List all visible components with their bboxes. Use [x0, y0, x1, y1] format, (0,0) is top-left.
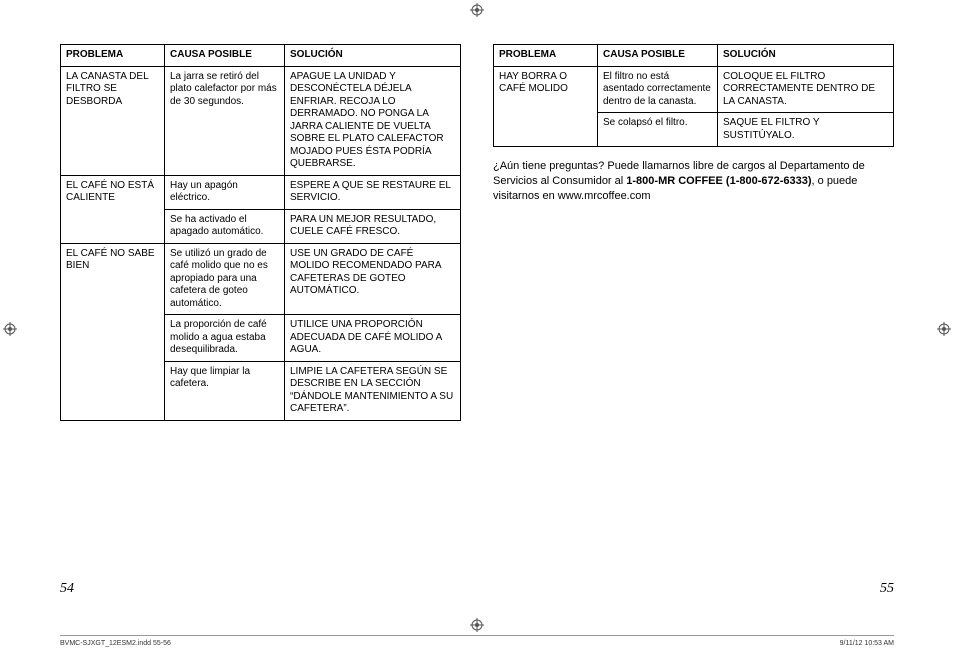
col-header-solucion: SOLUCIÓN	[718, 45, 894, 67]
imprint-footer: BVMC-SJXGT_12ESM2.indd 55-56 9/11/12 10:…	[60, 635, 894, 647]
cell-solucion: APAGUE LA UNIDAD Y DESCONÉCTELA DÉJELA E…	[285, 66, 461, 175]
cell-solucion: PARA UN MEJOR RESULTADO, CUELE CAFÉ FRES…	[285, 209, 461, 243]
col-header-causa: CAUSA POSIBLE	[165, 45, 285, 67]
cell-problema: EL CAFÉ NO SABE BIEN	[61, 243, 165, 420]
cell-causa: Se utilizó un grado de café molido que n…	[165, 243, 285, 315]
registration-mark-icon	[2, 321, 18, 337]
cell-causa: La proporción de café molido a agua esta…	[165, 315, 285, 362]
troubleshooting-table-right: PROBLEMA CAUSA POSIBLE SOLUCIÓN HAY BORR…	[493, 44, 894, 147]
col-header-problema: PROBLEMA	[61, 45, 165, 67]
cell-solucion: ESPERE A QUE SE RESTAURE EL SERVICIO.	[285, 175, 461, 209]
page-number-right: 55	[493, 581, 894, 597]
col-header-causa: CAUSA POSIBLE	[598, 45, 718, 67]
col-header-solucion: SOLUCIÓN	[285, 45, 461, 67]
contact-paragraph: ¿Aún tiene preguntas? Puede llamarnos li…	[493, 159, 894, 204]
cell-solucion: LIMPIE LA CAFETERA SEGÚN SE DESCRIBE EN …	[285, 361, 461, 420]
imprint-date: 9/11/12 10:53 AM	[840, 640, 894, 647]
page-spread: PROBLEMA CAUSA POSIBLE SOLUCIÓN LA CANAS…	[0, 0, 954, 657]
cell-problema: HAY BORRA O CAFÉ MOLIDO	[494, 66, 598, 147]
cell-causa: La jarra se retiró del plato calefactor …	[165, 66, 285, 175]
table-row: EL CAFÉ NO SABE BIENSe utilizó un grado …	[61, 243, 461, 315]
cell-causa: Hay un apagón eléctrico.	[165, 175, 285, 209]
cell-solucion: UTILICE UNA PROPORCIÓN ADECUADA DE CAFÉ …	[285, 315, 461, 362]
contact-phone: 1-800-MR COFFEE (1-800-672-6333)	[626, 175, 811, 187]
table-row: HAY BORRA O CAFÉ MOLIDOEl filtro no está…	[494, 66, 894, 113]
cell-solucion: USE UN GRADO DE CAFÉ MOLIDO RECOMENDADO …	[285, 243, 461, 315]
cell-problema: LA CANASTA DEL FILTRO SE DESBORDA	[61, 66, 165, 175]
page-number-left: 54	[60, 581, 461, 597]
cell-causa: Se colapsó el filtro.	[598, 113, 718, 147]
cell-causa: Hay que limpiar la cafetera.	[165, 361, 285, 420]
imprint-file: BVMC-SJXGT_12ESM2.indd 55-56	[60, 640, 171, 647]
col-header-problema: PROBLEMA	[494, 45, 598, 67]
registration-mark-icon	[936, 321, 952, 337]
cell-problema: EL CAFÉ NO ESTÁ CALIENTE	[61, 175, 165, 243]
cell-solucion: COLOQUE EL FILTRO CORRECTAMENTE DENTRO D…	[718, 66, 894, 113]
registration-mark-icon	[469, 2, 485, 18]
page-left: PROBLEMA CAUSA POSIBLE SOLUCIÓN LA CANAS…	[60, 44, 461, 597]
table-row: EL CAFÉ NO ESTÁ CALIENTEHay un apagón el…	[61, 175, 461, 209]
registration-mark-icon	[469, 617, 485, 633]
troubleshooting-table-left: PROBLEMA CAUSA POSIBLE SOLUCIÓN LA CANAS…	[60, 44, 461, 421]
cell-solucion: SAQUE EL FILTRO Y SUSTITÚYALO.	[718, 113, 894, 147]
cell-causa: El filtro no está asentado correctamente…	[598, 66, 718, 113]
cell-causa: Se ha activado el apagado automático.	[165, 209, 285, 243]
page-right: PROBLEMA CAUSA POSIBLE SOLUCIÓN HAY BORR…	[493, 44, 894, 597]
table-row: LA CANASTA DEL FILTRO SE DESBORDALa jarr…	[61, 66, 461, 175]
